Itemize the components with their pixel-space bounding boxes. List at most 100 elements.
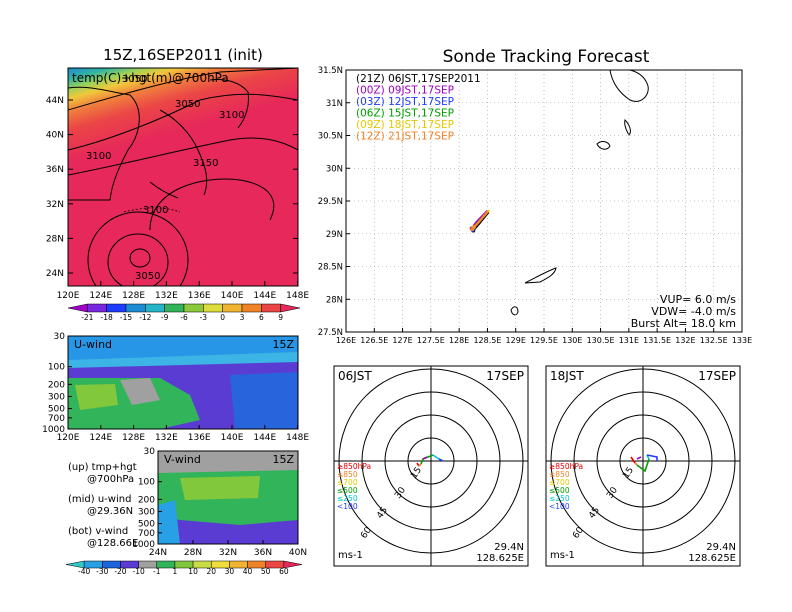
lon-tick-label: 124E (89, 291, 112, 301)
vdw-text: VDW= -4.0 m/s (651, 305, 736, 318)
colorbar-label: -40 (78, 567, 90, 576)
hodo-lat: 29.4N (494, 542, 524, 553)
lat-tick-label: 36N (46, 165, 64, 175)
hodo-legend-entry: ≤250 (337, 494, 358, 503)
vwind-field (158, 451, 298, 473)
height-contour (107, 233, 169, 286)
height-contour (129, 248, 151, 268)
lon-tick-label: 133E (732, 336, 752, 345)
lon-tick-label: 131E (619, 336, 639, 345)
lon-tick-label: 136E (188, 433, 211, 443)
hodo-lat: 29.4N (706, 542, 736, 553)
track-point (470, 227, 475, 232)
hodo-legend-entry: ≥850hPa (549, 462, 583, 471)
height-contour (149, 178, 275, 231)
hodo-line (636, 456, 642, 460)
uwind-lon-ticks: 120E 124E 128E 132E 136E 140E 144E 148E (57, 425, 309, 443)
colorbar-swatch (222, 303, 243, 313)
height-contour (68, 137, 298, 176)
coastline (510, 306, 519, 316)
hodo-legend-entry: ≤250 (549, 494, 570, 503)
lat-tick-label: 27.5N (318, 328, 343, 338)
map-lat-ticks: 44N 40N 36N 32N 28N 24N (46, 96, 298, 279)
colorbar-swatch (241, 303, 262, 313)
uwind-frame (67, 335, 299, 430)
pressure-tick-label: 1000 (42, 425, 65, 435)
lon-tick-label: 127.5E (417, 336, 445, 345)
pressure-tick-label: 100 (138, 478, 155, 488)
lat-tick-label: 24N (149, 548, 167, 558)
lat-tick-label: 32N (219, 548, 237, 558)
lat-tick-label: 30.5N (318, 132, 343, 142)
colorbar-label: 50 (261, 567, 271, 576)
colorbar-swatch (203, 303, 223, 313)
contour-label: 3050 (122, 74, 147, 85)
contour-label: 3050 (135, 271, 160, 282)
contour-label: 3150 (193, 158, 218, 169)
colorbar-label: 6 (259, 313, 264, 322)
uwind-field (120, 378, 160, 405)
lon-tick-label: 129.5E (530, 336, 558, 345)
ring-label: 15 (621, 466, 636, 481)
lon-tick-label: 128E (449, 336, 469, 345)
colorbar-label: -18 (101, 313, 113, 322)
coastline (159, 109, 208, 196)
lat-tick-label: 40N (289, 548, 307, 558)
lat-tick-label: 40N (46, 131, 64, 141)
lat-tick-label: 29N (326, 230, 343, 240)
ring-label: 60 (571, 525, 586, 540)
track-legend-entry: (06Z) 15JST,17SEP (356, 108, 454, 120)
coastline (524, 267, 557, 284)
ring-label: 45 (587, 506, 602, 521)
ring-label: 15 (409, 466, 424, 481)
hodo-date: 17SEP (698, 369, 736, 383)
colorbar-swatch (145, 303, 165, 313)
lon-tick-label: 148E (286, 433, 309, 443)
temp-field (68, 68, 298, 286)
pressure-tick-label: 200 (48, 380, 65, 390)
lon-tick-label: 144E (253, 433, 276, 443)
colorbar-label: 3 (240, 313, 245, 322)
colorbar-label: 40 (243, 567, 253, 576)
lon-tick-label: 128E (122, 291, 145, 301)
coastline (624, 119, 631, 136)
legend-line: @700hPa (87, 474, 134, 485)
pressure-tick-label: 500 (138, 520, 155, 530)
lon-tick-label: 131.5E (643, 336, 671, 345)
right-title: Sonde Tracking Forecast (443, 47, 650, 67)
colorbar-label: 20 (206, 567, 216, 576)
lat-tick-label: 31N (326, 99, 343, 109)
hodo-legend-entry: ≤500 (549, 486, 570, 495)
track-lon-ticks: 126E 126.5E 127E 127.5E 128E 128.5E 129E 129.5E… (336, 328, 752, 345)
height-contour (68, 68, 298, 111)
colorbar-label: -9 (161, 313, 169, 322)
vwind-time: 15Z (272, 453, 294, 466)
lat-tick-label: 28N (46, 234, 64, 244)
colorbar-label: -30 (96, 567, 108, 576)
hodo-lon: 128.625E (476, 553, 524, 564)
lon-tick-label: 120E (57, 291, 80, 301)
pressure-tick-label: 300 (138, 507, 155, 517)
uwind-field (75, 384, 118, 410)
lon-tick-label: 126.5E (360, 336, 388, 345)
lon-tick-label: 144E (253, 291, 276, 301)
wind-colorbar: -40 -30 -20 -10 -1 1 10 20 30 40 50 60 (65, 560, 303, 576)
hodo-lon: 128.625E (688, 553, 736, 564)
track-legend-entry: (12Z) 21JST,17SEP (356, 131, 454, 143)
hodo-line (432, 454, 440, 460)
hodo-legend-entry: ≤700 (337, 478, 358, 487)
lon-tick-label: 132E (675, 336, 695, 345)
colorbar-swatch (106, 303, 127, 313)
lat-tick-label: 30N (326, 164, 343, 174)
hodo-units: ms-1 (550, 550, 575, 561)
colorbar-label: 10 (188, 567, 198, 576)
hodo-legend-entry: ≥850hPa (337, 462, 371, 471)
vwind-panel (158, 451, 298, 544)
colorbar-swatch (87, 303, 107, 313)
hodo-legend-entry: ≤850 (549, 470, 570, 479)
lon-tick-label: 132.5E (700, 336, 728, 345)
coastline (149, 181, 179, 199)
